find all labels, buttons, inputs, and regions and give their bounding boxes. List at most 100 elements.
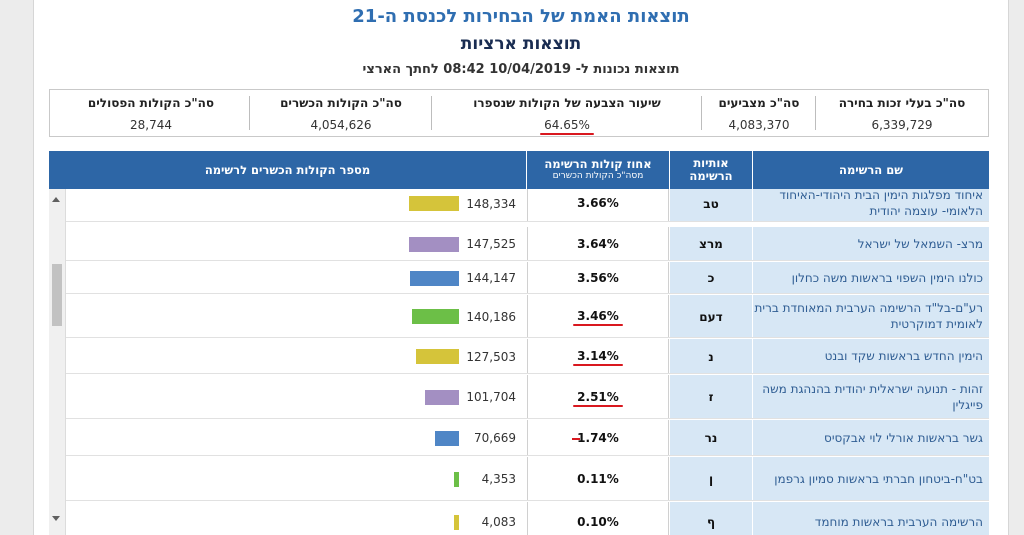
vote-bar — [412, 309, 459, 324]
voters-label: סה"כ מצביעים — [718, 96, 800, 110]
party-name-cell[interactable]: כולנו הימין השפוי בראשות משה כחלון — [753, 262, 989, 294]
party-name-cell[interactable]: בט"ח-ביטחון חברתי בראשות סמיון גרפמן — [753, 457, 989, 501]
vote-bar — [409, 236, 459, 252]
party-name-cell[interactable]: הרשימה הערבית בראשות מוחמד — [753, 502, 989, 535]
party-letters: טב — [670, 189, 752, 223]
table-row: 147,525 3.64% מרצ מרצ- השמאל של ישראל — [49, 227, 989, 262]
scroll-down-icon[interactable] — [52, 516, 60, 521]
table-body: 148,334 3.66% טב איחוד מפלגות הימין הבית הי… — [49, 189, 989, 535]
vote-bar — [410, 270, 459, 286]
party-letters: נ — [670, 339, 752, 375]
party-name-cell[interactable]: זהות - תנועה ישראלית יהודית בהנהגת משה פ… — [753, 375, 989, 419]
scroll-up-icon[interactable] — [52, 197, 60, 202]
updated-timestamp: תוצאות נכונות ל- 10/04/2019 08:42 לחתך ה… — [362, 62, 680, 77]
party-name[interactable]: זהות - תנועה ישראלית יהודית בהנהגת משה פ… — [762, 381, 983, 412]
table-row: 4,353 0.11% ן בט"ח-ביטחון חברתי בראשות סמיו… — [49, 457, 989, 502]
party-votes-cell: 101,704 — [66, 375, 526, 420]
table-row: 127,503 3.14% נ הימין החדש בראשות שקד ובנט — [49, 339, 989, 375]
results-page: תוצאות האמת של הבחירות לכנסת ה-21 תוצאות… — [33, 0, 1009, 535]
party-letters: ז — [670, 375, 752, 420]
party-percent-cell: 3.64% — [527, 227, 669, 261]
valid-value: 4,054,626 — [310, 118, 372, 132]
vote-bar — [454, 471, 459, 487]
party-percent: 2.51% — [573, 389, 623, 407]
vote-bar — [425, 389, 459, 405]
party-name-cell[interactable]: רע"ם-בל"ד הרשימה הערבית המאוחדת ברית לאו… — [753, 295, 989, 338]
party-votes-cell: 144,147 — [66, 262, 526, 295]
party-letters: נר — [670, 420, 752, 457]
party-percent-cell: 0.11% — [527, 457, 669, 501]
party-letters: ן — [670, 457, 752, 502]
table-row: 144,147 3.56% כ כולנו הימין השפוי בראשות מש… — [49, 262, 989, 295]
invalid-label: סה"כ הקולות הפסולים — [87, 96, 215, 110]
party-name[interactable]: הרשימה הערבית בראשות מוחמד — [814, 514, 983, 529]
party-name[interactable]: מרצ- השמאל של ישראל — [857, 236, 983, 251]
summary-box: סה"כ בעלי זכות בחירה 6,339,729 סה"כ מצבי… — [49, 89, 989, 137]
party-name[interactable]: בט"ח-ביטחון חברתי בראשות סמיון גרפמן — [774, 471, 983, 486]
party-name[interactable]: גשר בראשות אורלי לוי אבקסיס — [824, 430, 983, 445]
party-percent: 3.66% — [577, 196, 619, 210]
turnout-value: 64.65% — [544, 118, 590, 132]
summary-invalid: סה"כ הקולות הפסולים 28,744 — [52, 96, 250, 132]
invalid-value: 28,744 — [130, 118, 172, 132]
table-row: 148,334 3.66% טב איחוד מפלגות הימין הבית הי… — [49, 189, 989, 223]
party-percent-cell: 2.51% — [527, 375, 669, 419]
party-percent-cell: 0.10% — [527, 502, 669, 535]
party-name-cell[interactable]: גשר בראשות אורלי לוי אבקסיס — [753, 420, 989, 456]
party-votes-cell: 147,525 — [66, 227, 526, 262]
valid-label: סה"כ הקולות הכשרים — [280, 96, 402, 110]
party-percent: 3.64% — [577, 236, 619, 251]
party-votes-cell: 127,503 — [66, 339, 526, 375]
vote-bar — [454, 514, 459, 530]
party-name[interactable]: הימין החדש בראשות שקד ובנט — [824, 349, 983, 363]
row-divider — [66, 293, 989, 294]
party-votes: 147,525 — [466, 237, 516, 251]
annotation-mark — [572, 437, 580, 440]
party-letters: כ — [670, 262, 752, 295]
party-votes: 70,669 — [474, 431, 516, 445]
party-percent: 0.10% — [577, 514, 619, 529]
party-votes: 4,083 — [481, 515, 516, 529]
party-votes: 144,147 — [466, 271, 516, 285]
row-divider — [66, 418, 989, 419]
scroll-thumb[interactable] — [52, 264, 62, 326]
table-row: 140,186 3.46% דעם רע"ם-בל"ד הרשימה הערבית ה… — [49, 295, 989, 339]
header-letters: אותיות הרשימה — [670, 151, 752, 189]
table-header: שם הרשימה אותיות הרשימה אחוז קולות הרשימ… — [49, 151, 989, 189]
results-table: שם הרשימה אותיות הרשימה אחוז קולות הרשימ… — [49, 151, 989, 535]
party-percent-cell: 3.66% — [527, 189, 669, 222]
party-votes: 140,186 — [466, 309, 516, 324]
party-percent-cell: 3.14% — [527, 339, 669, 374]
party-name-cell[interactable]: הימין החדש בראשות שקד ובנט — [753, 339, 989, 374]
party-letters: דעם — [670, 295, 752, 339]
summary-turnout: שיעור הצבעה של הקולות שנספרו 64.65% — [431, 96, 702, 132]
party-percent-cell: 3.56% — [527, 262, 669, 294]
header-pct-label: אחוז קולות הרשימה — [544, 157, 652, 171]
eligible-label: סה"כ בעלי זכות בחירה — [838, 96, 966, 110]
party-votes-cell: 70,669 — [66, 420, 526, 457]
row-divider — [66, 337, 989, 338]
party-percent: 3.46% — [573, 309, 623, 326]
party-votes: 127,503 — [466, 349, 516, 364]
party-name[interactable]: רע"ם-בל"ד הרשימה הערבית המאוחדת ברית לאו… — [754, 301, 983, 331]
party-percent: 3.14% — [573, 349, 623, 366]
table-scrollbar[interactable] — [49, 189, 66, 535]
summary-eligible: סה"כ בעלי זכות בחירה 6,339,729 — [815, 96, 988, 132]
party-letters: מרצ — [670, 227, 752, 262]
party-name-cell[interactable]: איחוד מפלגות הימין הבית היהודי-האיחוד הל… — [753, 189, 989, 222]
party-percent: 0.11% — [577, 471, 619, 486]
eligible-value: 6,339,729 — [871, 118, 933, 132]
party-votes: 101,704 — [466, 390, 516, 404]
turnout-label: שיעור הצבעה של הקולות שנספרו — [473, 96, 661, 110]
summary-valid: סה"כ הקולות הכשרים 4,054,626 — [249, 96, 432, 132]
party-votes-cell: 148,334 — [66, 189, 526, 223]
page-title: תוצאות האמת של הבחירות לכנסת ה-21 — [352, 6, 690, 27]
row-divider — [66, 455, 989, 456]
party-name[interactable]: איחוד מפלגות הימין הבית היהודי-האיחוד הל… — [779, 189, 983, 218]
party-name-cell[interactable]: מרצ- השמאל של ישראל — [753, 227, 989, 261]
page-subtitle: תוצאות ארציות — [460, 34, 582, 54]
party-name[interactable]: כולנו הימין השפוי בראשות משה כחלון — [791, 270, 983, 285]
row-divider — [66, 221, 989, 222]
party-votes-cell: 4,353 — [66, 457, 526, 502]
party-letters: ף — [670, 502, 752, 535]
